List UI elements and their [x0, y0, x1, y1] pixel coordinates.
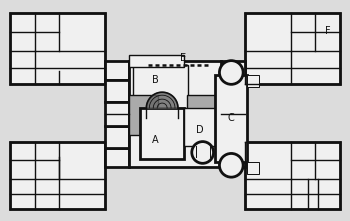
Text: E: E — [180, 53, 186, 63]
Bar — [133, 65, 188, 108]
Bar — [245, 13, 340, 84]
Bar — [222, 80, 245, 102]
Bar — [222, 102, 245, 126]
Text: B: B — [152, 75, 159, 85]
Text: C: C — [228, 113, 234, 123]
Bar — [222, 61, 245, 80]
Circle shape — [219, 153, 243, 177]
Bar — [222, 126, 245, 148]
Bar — [105, 80, 128, 102]
Bar — [222, 148, 245, 167]
Bar — [245, 142, 340, 209]
Bar — [105, 61, 128, 80]
Bar — [247, 162, 259, 174]
Bar — [10, 142, 105, 209]
Bar — [128, 55, 184, 67]
Bar — [128, 95, 158, 135]
Bar — [184, 108, 222, 146]
Bar — [105, 126, 128, 148]
Bar — [216, 75, 247, 162]
Text: A: A — [152, 135, 159, 145]
Bar — [105, 148, 128, 167]
Bar — [105, 102, 128, 126]
Circle shape — [192, 142, 214, 163]
Text: F: F — [325, 26, 331, 36]
Text: D: D — [196, 125, 203, 135]
Bar — [187, 95, 216, 130]
Circle shape — [219, 61, 243, 84]
Bar — [140, 108, 184, 159]
Bar — [247, 75, 259, 87]
Bar — [128, 61, 222, 167]
Polygon shape — [146, 92, 178, 108]
Bar — [10, 13, 105, 84]
